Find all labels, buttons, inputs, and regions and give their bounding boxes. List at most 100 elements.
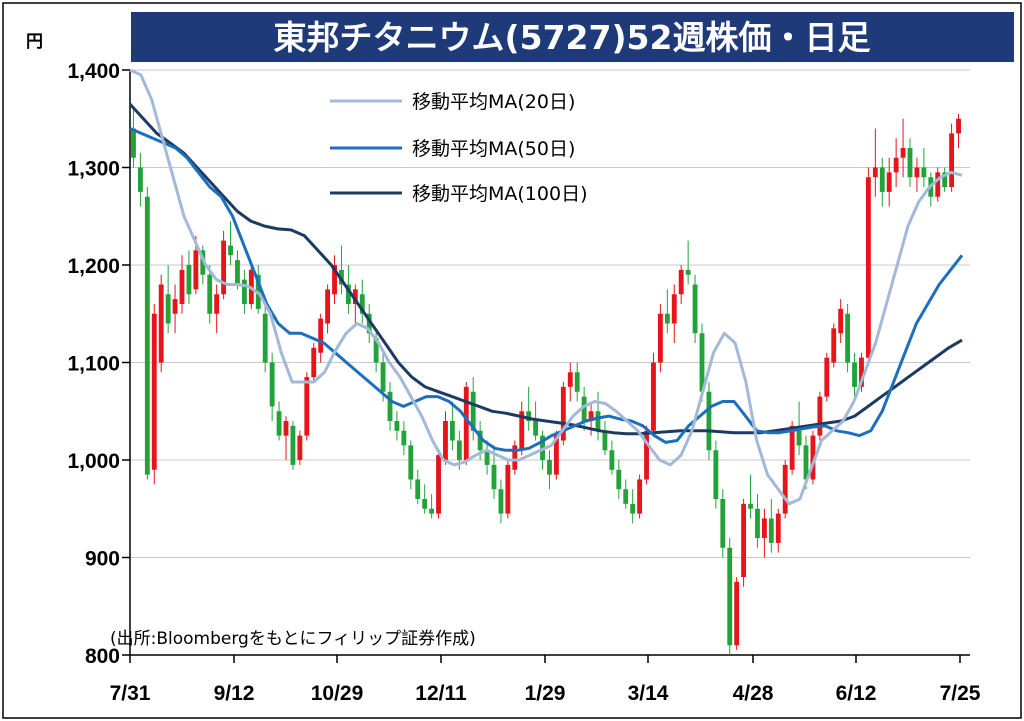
- candle: [567, 362, 573, 402]
- candle: [810, 430, 816, 485]
- candle-body: [567, 372, 573, 387]
- candle-body: [172, 299, 178, 314]
- ma20-line: [129, 68, 963, 506]
- candle-body: [734, 581, 740, 646]
- candle: [699, 323, 705, 402]
- candle-body: [456, 440, 462, 460]
- candle-body: [241, 279, 247, 304]
- candle: [443, 411, 448, 465]
- candle: [664, 289, 670, 334]
- candle-body: [616, 469, 622, 490]
- candle: [498, 479, 504, 524]
- candle-body: [547, 460, 552, 475]
- candle-body: [560, 386, 566, 441]
- candle: [879, 157, 885, 207]
- chart-title: 東邦チタニウム(5727)52週株価・日足: [274, 18, 871, 57]
- candle-body: [907, 148, 913, 178]
- x-tick-label: 7/25: [940, 682, 981, 705]
- candle-body: [886, 172, 892, 192]
- candle: [429, 494, 435, 519]
- candle: [651, 352, 656, 436]
- candle-body: [304, 377, 310, 436]
- candle: [352, 284, 358, 324]
- candle-body: [782, 464, 788, 514]
- candle-body: [366, 313, 372, 334]
- candle-body: [262, 313, 268, 363]
- candle: [131, 109, 136, 168]
- candle-body: [449, 421, 455, 441]
- candle: [151, 304, 157, 485]
- candle-body: [671, 294, 677, 324]
- candle-body: [574, 372, 580, 392]
- candle-body: [838, 308, 844, 334]
- candle: [228, 221, 233, 265]
- candle-body: [657, 313, 663, 363]
- candle: [838, 299, 844, 343]
- candle-body: [706, 391, 712, 451]
- candle: [401, 421, 407, 456]
- candle-body: [186, 265, 192, 295]
- candle: [512, 440, 518, 475]
- candle: [463, 382, 469, 465]
- candle: [415, 469, 421, 504]
- candle-body: [228, 245, 233, 256]
- candle: [942, 167, 948, 192]
- candle: [865, 167, 871, 363]
- candle-body: [200, 250, 206, 275]
- candle: [318, 313, 324, 363]
- candle-body: [387, 391, 393, 421]
- candle: [831, 323, 837, 368]
- candle-body: [678, 269, 684, 295]
- candle: [907, 138, 913, 187]
- candle-body: [283, 421, 289, 436]
- candle: [671, 284, 677, 343]
- candle-body: [422, 499, 428, 509]
- y-tick-label: 800: [85, 645, 120, 668]
- candle-body: [269, 362, 275, 407]
- candle: [359, 279, 365, 324]
- candle-body: [872, 167, 878, 178]
- legend: 移動平均MA(20日) 移動平均MA(50日) 移動平均MA(100日): [330, 91, 587, 205]
- candle: [616, 460, 622, 499]
- candle-body: [144, 196, 150, 475]
- candle-body: [602, 430, 608, 451]
- candle: [845, 304, 851, 373]
- x-tick-label: 6/12: [836, 682, 877, 705]
- candle: [949, 123, 955, 192]
- candle-body: [741, 503, 747, 577]
- candle-body: [727, 547, 733, 646]
- x-tick-label: 12/11: [415, 682, 467, 705]
- candle-body: [415, 479, 421, 499]
- candle: [817, 391, 823, 441]
- candle-body: [651, 362, 656, 431]
- candle: [560, 382, 566, 446]
- candle-body: [859, 357, 864, 387]
- candle-body: [311, 347, 317, 378]
- candle: [276, 401, 282, 441]
- moving-average-lines: [128, 68, 964, 506]
- candle-body: [332, 265, 337, 295]
- candle: [914, 157, 920, 192]
- candle: [644, 425, 649, 485]
- y-tick-label: 900: [85, 548, 120, 571]
- candle: [727, 538, 733, 655]
- candle-body: [429, 508, 435, 514]
- candle: [387, 382, 393, 431]
- candle: [900, 118, 906, 178]
- candle: [436, 450, 441, 519]
- candle: [595, 391, 601, 441]
- x-tick-label: 7/31: [110, 682, 151, 705]
- candle-body: [588, 411, 594, 421]
- candle-body: [775, 513, 781, 543]
- y-unit-label: 円: [26, 32, 43, 52]
- candle: [886, 157, 892, 207]
- candle-body: [768, 518, 774, 543]
- legend-label-ma20: 移動平均MA(20日): [412, 91, 575, 113]
- candle: [685, 240, 691, 285]
- candle-body: [623, 489, 629, 504]
- x-tick-label: 9/12: [214, 682, 255, 705]
- candle: [706, 382, 712, 460]
